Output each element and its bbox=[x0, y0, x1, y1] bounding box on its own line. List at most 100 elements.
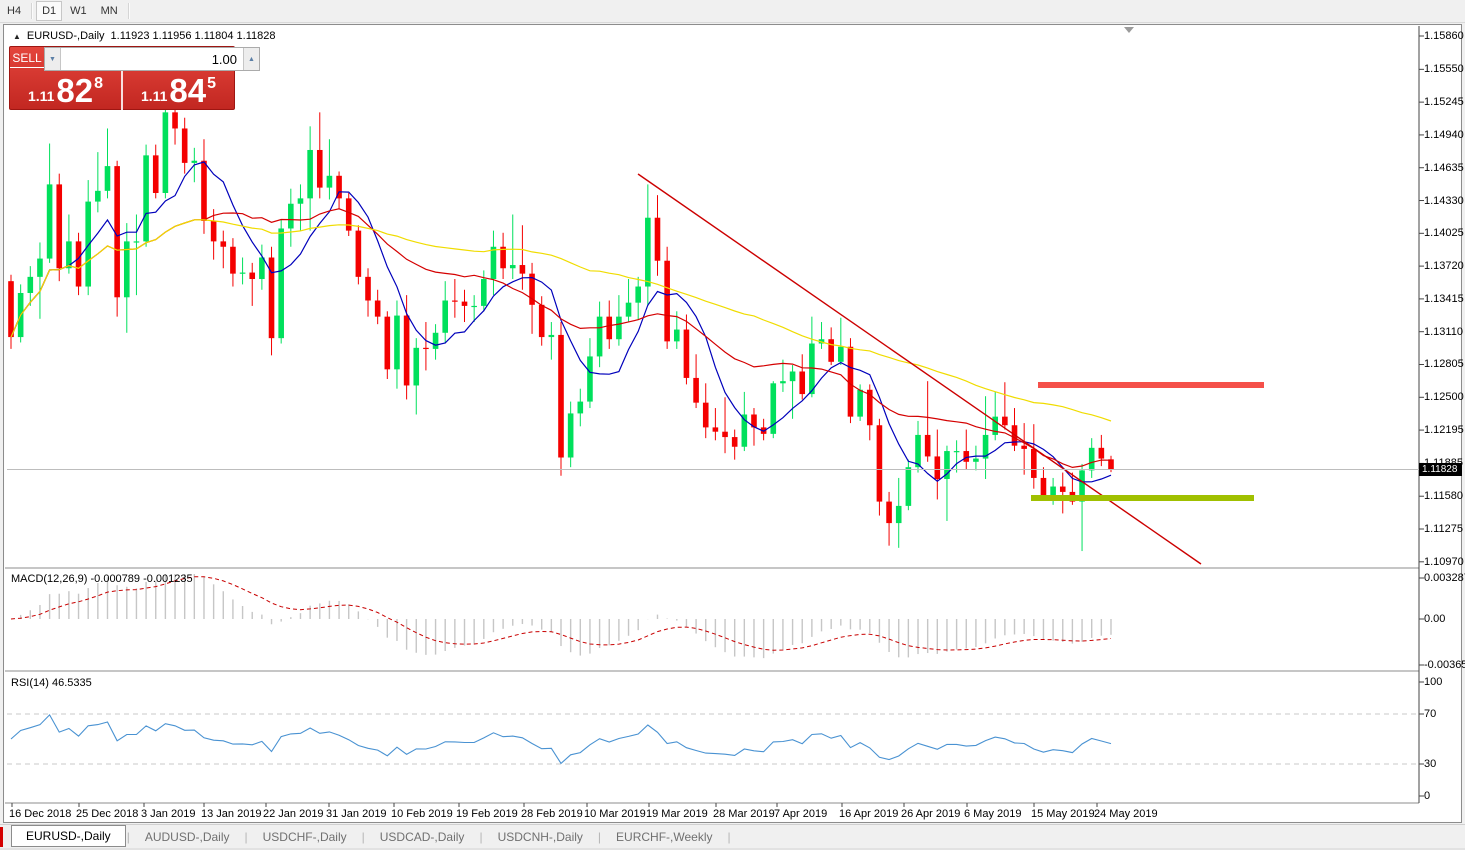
date-tick-label: 13 Jan 2019 bbox=[201, 808, 262, 820]
price-tick-label: 1.12195 bbox=[1424, 424, 1464, 437]
rsi-scale-label: 30 bbox=[1424, 758, 1437, 770]
chart-shift-marker-icon[interactable] bbox=[1124, 27, 1134, 33]
window-bottom-strip bbox=[0, 848, 1465, 850]
trade-panel-divider bbox=[121, 71, 123, 110]
date-tick-label: 10 Feb 2019 bbox=[391, 808, 453, 820]
macd-scale-label: -0.003659 bbox=[1424, 659, 1465, 671]
date-tick-label: 7 Apr 2019 bbox=[774, 808, 828, 820]
ma-slow-line bbox=[10, 219, 1112, 422]
date-tick-label: 6 May 2019 bbox=[964, 808, 1022, 820]
buy-price-big: 84 bbox=[169, 72, 207, 109]
price-tick-label: 1.15550 bbox=[1424, 63, 1464, 76]
macd-histogram bbox=[19, 574, 1112, 659]
price-axis[interactable]: 1.15860 1.15550 1.15245 1.14940 1.14635 1.143… bbox=[1424, 26, 1464, 806]
chart-tab-eurusd[interactable]: EURUSD-,Daily bbox=[11, 824, 126, 847]
tab-separator: | bbox=[126, 829, 130, 844]
date-tick-label: 26 Apr 2019 bbox=[901, 808, 961, 820]
spin-up-icon: ▲ bbox=[248, 55, 255, 63]
buy-price-display[interactable]: 1.11 84 5 bbox=[123, 71, 234, 110]
rsi-value: 46.5335 bbox=[51, 677, 92, 689]
macd-label: MACD(12,26,9) -0.000789 -0.001235 bbox=[11, 573, 193, 585]
macd-scale-label: 0.00 bbox=[1424, 613, 1446, 625]
timeframe-toolbar: H4 D1 W1 MN bbox=[0, 0, 1465, 23]
date-tick-label: 19 Mar 2019 bbox=[646, 808, 708, 820]
volume-control: ▼ ▲ bbox=[44, 47, 260, 71]
spin-down-icon: ▼ bbox=[49, 55, 56, 63]
price-tick-label: 1.12500 bbox=[1424, 391, 1464, 404]
price-tick-label: 1.11275 bbox=[1424, 523, 1463, 535]
chart-tab-usdcad[interactable]: USDCAD-,Daily bbox=[379, 829, 465, 844]
date-tick-label: 28 Mar 2019 bbox=[713, 808, 775, 820]
chart-header: ▲ EURUSD-,Daily 1.11923 1.11956 1.11804 … bbox=[13, 30, 276, 42]
buy-button-label: BUY bbox=[264, 50, 290, 65]
buy-price-pip: 5 bbox=[207, 74, 217, 92]
ma-fast-line bbox=[10, 161, 1112, 483]
date-tick-label: 31 Jan 2019 bbox=[326, 808, 387, 820]
chart-tab-eurchf[interactable]: EURCHF-,Weekly bbox=[616, 829, 713, 844]
sell-price-big: 82 bbox=[56, 72, 94, 109]
price-tick-label: 1.11580 bbox=[1424, 490, 1463, 503]
chart-tab-audusd[interactable]: AUDUSD-,Daily bbox=[144, 829, 230, 844]
rsi-scale-label: 100 bbox=[1424, 676, 1443, 688]
date-tick-label: 22 Jan 2019 bbox=[263, 808, 324, 820]
toolbar-separator bbox=[31, 3, 33, 19]
chart-tab-usdcnh[interactable]: USDCNH-,Daily bbox=[497, 829, 583, 844]
date-tick-label: 28 Feb 2019 bbox=[521, 808, 583, 820]
date-tick-label: 16 Apr 2019 bbox=[839, 808, 899, 820]
tab-separator: | bbox=[727, 829, 731, 844]
macd-scale-label: 0.003287 bbox=[1424, 572, 1465, 584]
sell-price-display[interactable]: 1.11 82 8 bbox=[10, 71, 121, 110]
timeframe-button-d1[interactable]: D1 bbox=[36, 1, 63, 21]
tab-separator: | bbox=[479, 829, 483, 844]
date-tick-label: 25 Dec 2018 bbox=[76, 808, 139, 820]
tab-separator: | bbox=[361, 829, 365, 844]
price-tick-label: 1.12805 bbox=[1424, 358, 1464, 371]
sell-price-small: 1.11 bbox=[27, 87, 55, 104]
chart-tab-bar: EURUSD-,Daily | AUDUSD-,Daily | USDCHF-,Dail… bbox=[0, 824, 1465, 848]
price-tick-label: 1.15245 bbox=[1424, 96, 1464, 109]
chart-window: ▲ EURUSD-,Daily 1.11923 1.11956 1.11804 … bbox=[3, 24, 1465, 823]
macd-signal-line bbox=[10, 576, 1112, 651]
volume-increase-button[interactable]: ▲ bbox=[243, 48, 259, 70]
price-tick-label: 1.14940 bbox=[1424, 128, 1464, 141]
price-tick-label: 1.13720 bbox=[1424, 260, 1464, 273]
chart-canvas[interactable] bbox=[5, 26, 1462, 823]
date-tick-label: 10 Mar 2019 bbox=[584, 808, 646, 820]
chart-tab-usdchf[interactable]: USDCHF-,Daily bbox=[262, 829, 347, 844]
date-axis[interactable]: 16 Dec 2018 25 Dec 2018 3 Jan 2019 13 Jan 2… bbox=[5, 805, 1419, 823]
date-tick-label: 3 Jan 2019 bbox=[141, 808, 196, 820]
rsi-scale-label: 70 bbox=[1424, 708, 1437, 720]
rsi-label: RSI(14) 46.5335 bbox=[11, 677, 92, 689]
sell-button-label: SELL bbox=[12, 50, 42, 65]
sell-button[interactable]: SELL bbox=[10, 47, 44, 71]
macd-values: -0.000789 -0.001235 bbox=[90, 573, 193, 585]
current-price-badge: 1.11828 bbox=[1419, 463, 1462, 476]
price-tick-label: 1.13415 bbox=[1424, 292, 1464, 305]
volume-decrease-button[interactable]: ▼ bbox=[45, 48, 61, 70]
timeframe-button-mn[interactable]: MN bbox=[100, 5, 118, 17]
chart-title: EURUSD-,Daily bbox=[26, 30, 105, 42]
date-tick-label: 19 Feb 2019 bbox=[456, 808, 518, 820]
support-line bbox=[1031, 495, 1254, 501]
volume-input[interactable] bbox=[61, 48, 243, 70]
tab-separator: | bbox=[597, 829, 602, 844]
price-tick-label: 1.13110 bbox=[1424, 325, 1463, 338]
one-click-trade-panel: SELL ▼ ▲ BUY bbox=[9, 46, 294, 110]
chart-inner: ▲ EURUSD-,Daily 1.11923 1.11956 1.11804 … bbox=[5, 26, 1465, 823]
date-tick-label: 24 May 2019 bbox=[1094, 808, 1158, 820]
candles-layer bbox=[8, 96, 1114, 552]
collapse-arrow-icon[interactable]: ▲ bbox=[13, 31, 21, 41]
toolbar-separator bbox=[127, 3, 129, 19]
timeframe-button-h4[interactable]: H4 bbox=[7, 5, 22, 17]
buy-button[interactable]: BUY bbox=[260, 47, 294, 71]
rsi-name: RSI(14) bbox=[11, 677, 49, 689]
descending-trendline bbox=[637, 173, 1202, 565]
price-tick-label: 1.15860 bbox=[1424, 30, 1464, 42]
price-tick-label: 1.14330 bbox=[1424, 194, 1464, 207]
resistance-line bbox=[1038, 382, 1264, 388]
timeframe-button-w1[interactable]: W1 bbox=[70, 5, 87, 17]
sell-price-pip: 8 bbox=[94, 74, 104, 92]
date-tick-label: 16 Dec 2018 bbox=[9, 808, 72, 820]
tab-bar-accent bbox=[0, 826, 3, 847]
